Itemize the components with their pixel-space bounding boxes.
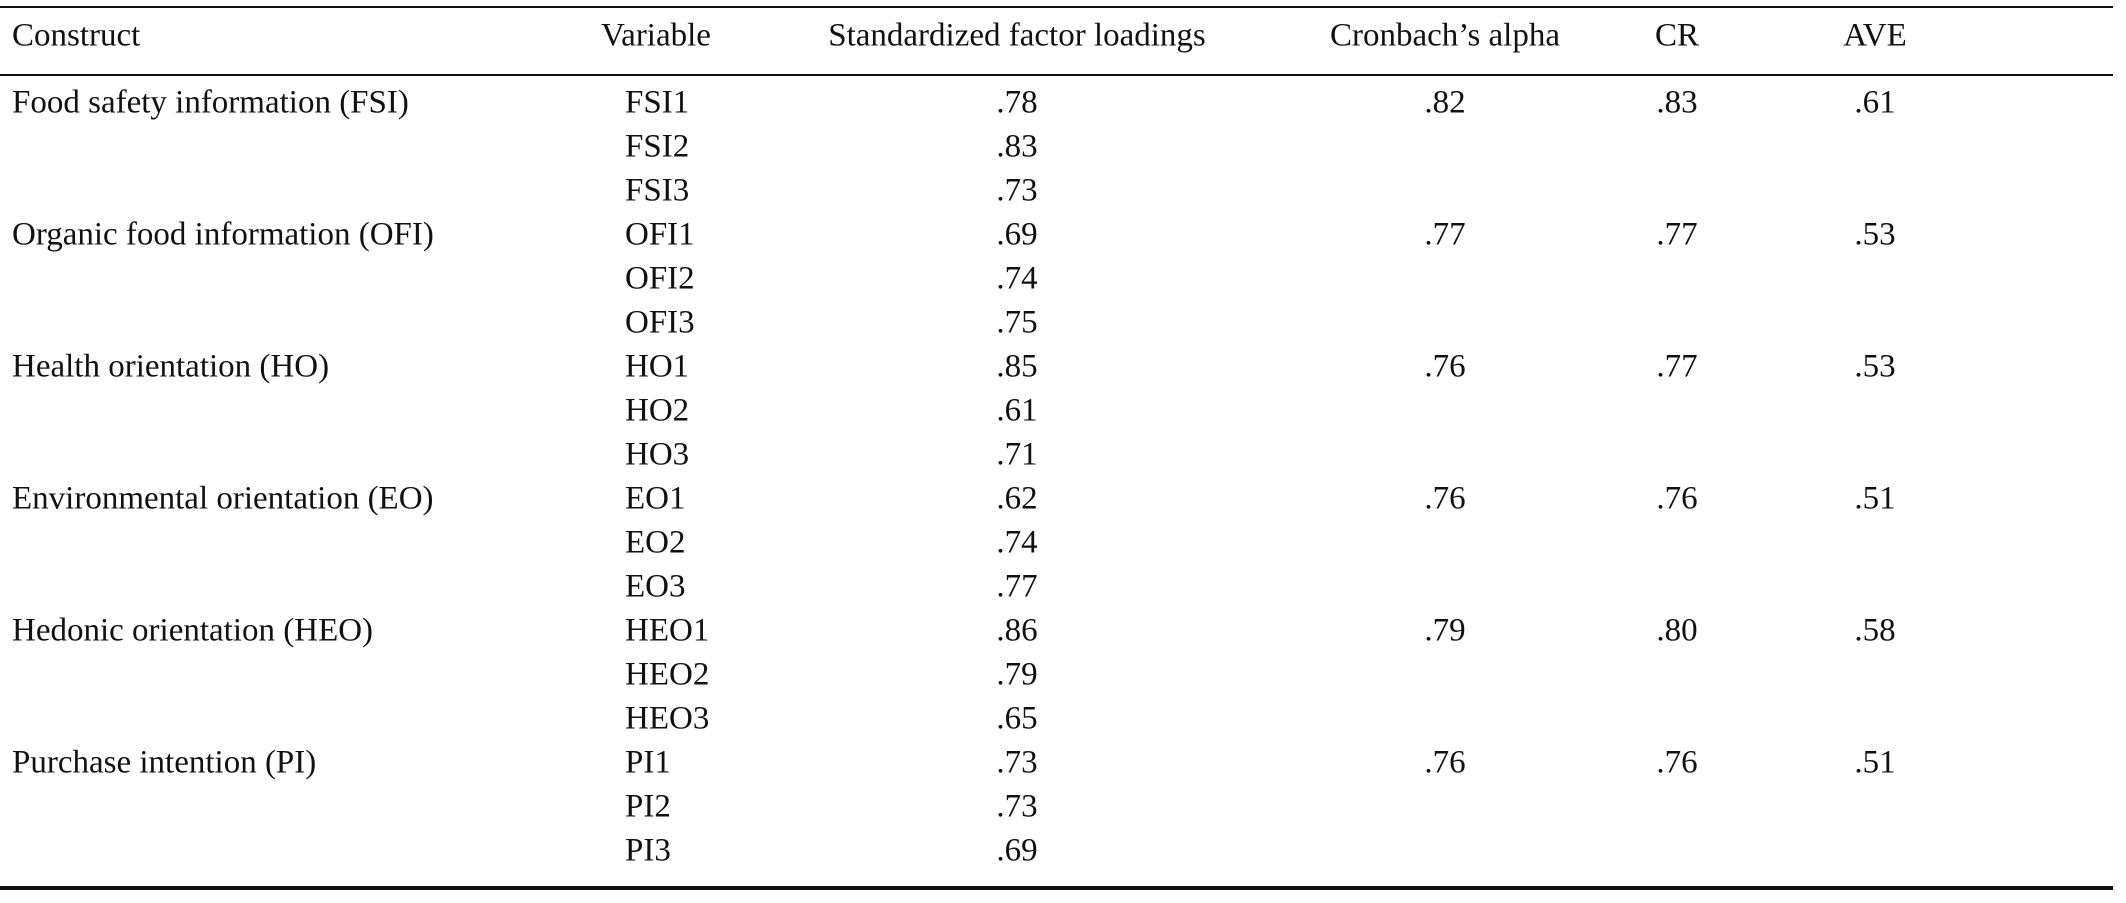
loading: .74 — [996, 261, 1037, 297]
ave: .53 — [1854, 217, 1895, 253]
cr: .76 — [1656, 745, 1697, 781]
variable: HO3 — [625, 437, 689, 473]
variable: PI3 — [625, 833, 671, 869]
loading: .62 — [996, 481, 1037, 517]
loading: .83 — [996, 129, 1037, 165]
loading: .86 — [996, 613, 1037, 649]
variable: EO3 — [625, 569, 686, 605]
variable: FSI1 — [625, 85, 689, 121]
alpha: .76 — [1424, 745, 1465, 781]
loading: .69 — [996, 833, 1037, 869]
loading: .74 — [996, 525, 1037, 561]
variable: EO1 — [625, 481, 686, 517]
variable: OFI1 — [625, 217, 695, 253]
variable: FSI3 — [625, 173, 689, 209]
header-cell: Construct — [12, 18, 140, 54]
alpha: .76 — [1424, 481, 1465, 517]
header-cell: CR — [1655, 18, 1699, 54]
cr: .77 — [1656, 349, 1697, 385]
construct: Hedonic orientation (HEO) — [12, 613, 373, 649]
variable: HO1 — [625, 349, 689, 385]
variable: FSI2 — [625, 129, 689, 165]
loading: .61 — [996, 393, 1037, 429]
loading: .73 — [996, 789, 1037, 825]
loading: .75 — [996, 305, 1037, 341]
construct: Health orientation (HO) — [12, 349, 329, 385]
variable: PI2 — [625, 789, 671, 825]
cr: .83 — [1656, 85, 1697, 121]
loading: .78 — [996, 85, 1037, 121]
loading: .73 — [996, 745, 1037, 781]
cr: .76 — [1656, 481, 1697, 517]
cr: .77 — [1656, 217, 1697, 253]
loading: .85 — [996, 349, 1037, 385]
loading: .65 — [996, 701, 1037, 737]
variable: HEO3 — [625, 701, 709, 737]
header-cell: Cronbach’s alpha — [1330, 18, 1560, 54]
header-cell: Standardized factor loadings — [828, 18, 1206, 54]
loading: .73 — [996, 173, 1037, 209]
alpha: .79 — [1424, 613, 1465, 649]
ave: .61 — [1854, 85, 1895, 121]
variable: HO2 — [625, 393, 689, 429]
variable: HEO1 — [625, 613, 709, 649]
variable: HEO2 — [625, 657, 709, 693]
variable: EO2 — [625, 525, 686, 561]
alpha: .76 — [1424, 349, 1465, 385]
loading: .79 — [996, 657, 1037, 693]
cr: .80 — [1656, 613, 1697, 649]
ave: .58 — [1854, 613, 1895, 649]
alpha: .77 — [1424, 217, 1465, 253]
ave: .51 — [1854, 481, 1895, 517]
ave: .53 — [1854, 349, 1895, 385]
loading: .69 — [996, 217, 1037, 253]
construct: Environmental orientation (EO) — [12, 481, 434, 517]
variable: OFI2 — [625, 261, 695, 297]
loading: .77 — [996, 569, 1037, 605]
header-cell: Variable — [601, 18, 711, 54]
variable: PI1 — [625, 745, 671, 781]
construct: Purchase intention (PI) — [12, 745, 316, 781]
variable: OFI3 — [625, 305, 695, 341]
loading: .71 — [996, 437, 1037, 473]
construct: Organic food information (OFI) — [12, 217, 434, 253]
ave: .51 — [1854, 745, 1895, 781]
alpha: .82 — [1424, 85, 1465, 121]
header-cell: AVE — [1843, 18, 1907, 54]
construct: Food safety information (FSI) — [12, 85, 409, 121]
